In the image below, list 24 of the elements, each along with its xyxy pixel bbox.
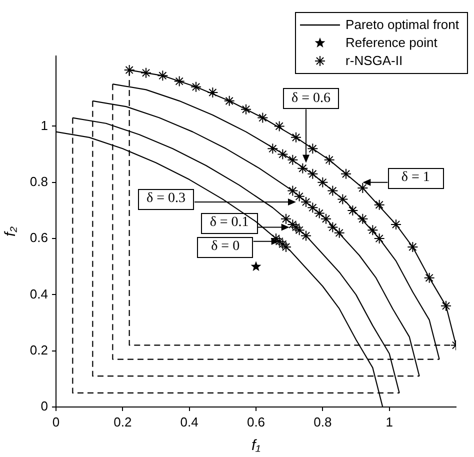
- y-tick-label: 0.2: [30, 342, 48, 358]
- annotation: δ = 1: [401, 170, 430, 186]
- x-tick-label: 0.8: [314, 414, 332, 430]
- x-tick-label: 0.4: [180, 414, 198, 430]
- legend-label: Pareto optimal front: [346, 16, 459, 34]
- y-tick-label: 1: [40, 118, 48, 133]
- y-axis-title: f₂: [2, 226, 20, 236]
- x-tick-label: 1: [386, 414, 393, 430]
- annotation: δ = 0: [211, 239, 240, 256]
- callout: δ = 0.6: [282, 88, 340, 167]
- y-tick-label: 0.6: [30, 230, 48, 246]
- legend-label: r-NSGA-II: [346, 52, 403, 70]
- x-tick-label: 0.2: [114, 414, 132, 430]
- annotation: δ = 0.1: [210, 215, 249, 232]
- x-tick-label: 0.6: [246, 414, 266, 430]
- y-tick-label: 0: [40, 398, 48, 414]
- y-tick-label: 0.8: [30, 174, 48, 189]
- y-tick-label: 0.4: [30, 286, 48, 302]
- callout: δ = 0.3: [138, 188, 300, 210]
- legend-label: Reference point: [346, 34, 438, 52]
- annotation: δ = 0.3: [146, 191, 186, 208]
- annotation: δ = 0.6: [291, 90, 330, 107]
- x-axis-title: f₁: [252, 437, 261, 454]
- x-tick-label: 0: [52, 414, 60, 430]
